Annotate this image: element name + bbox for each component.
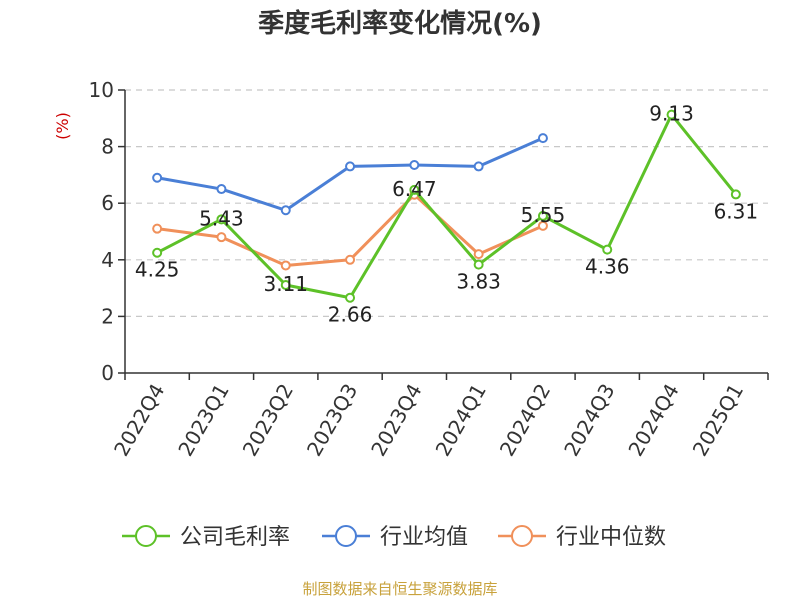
series-line <box>156 113 738 300</box>
legend: 公司毛利率 行业均值 行业中位数 <box>122 525 666 550</box>
x-tick-label: 2024Q3 <box>559 380 619 461</box>
series-point <box>152 247 163 258</box>
series-point <box>602 244 613 255</box>
legend-label: 行业均值 <box>380 525 468 550</box>
series-point <box>537 133 548 144</box>
legend-swatch-marker <box>135 525 157 547</box>
data-label: 9.13 <box>649 102 694 126</box>
data-label: 4.36 <box>585 255 630 279</box>
series-point <box>216 184 227 195</box>
series-point <box>345 254 356 265</box>
series-layer <box>152 109 741 303</box>
data-label: 3.11 <box>263 272 308 296</box>
series-point <box>473 259 484 270</box>
legend-label: 公司毛利率 <box>180 525 290 550</box>
data-labels: 4.25 5.43 3.11 2.66 6.47 3.83 5.55 4.36 9.13 6.31 <box>135 102 758 327</box>
source-note: 制图数据来自恒生聚源数据库 <box>302 580 497 598</box>
series-point <box>345 161 356 172</box>
series-line <box>156 136 544 212</box>
data-label: 4.25 <box>135 258 180 282</box>
series-point <box>409 159 420 170</box>
series-point <box>345 292 356 303</box>
y-tick-label: 6 <box>101 191 114 215</box>
chart-title: 季度毛利率变化情况(%) <box>258 8 542 39</box>
data-label: 5.55 <box>521 203 566 227</box>
x-tick-label: 2024Q4 <box>623 380 683 461</box>
legend-swatch-marker <box>335 525 357 547</box>
series-point <box>216 232 227 243</box>
grid-lines <box>125 89 768 317</box>
data-label: 3.83 <box>456 270 501 294</box>
x-tick-label: 2023Q4 <box>366 380 426 461</box>
legend-swatch-marker <box>511 525 533 547</box>
series-point <box>280 205 291 216</box>
x-tick-label: 2024Q2 <box>495 380 555 461</box>
series-point <box>216 214 227 225</box>
y-tick-label: 10 <box>89 78 114 102</box>
series-point <box>666 109 677 120</box>
y-tick-label: 2 <box>101 304 114 328</box>
series-point <box>473 249 484 260</box>
x-tick-label: 2023Q1 <box>173 380 233 461</box>
series-point <box>409 184 420 195</box>
x-tick-label: 2023Q2 <box>238 380 298 461</box>
series-point <box>730 189 741 200</box>
series-point <box>537 220 548 231</box>
y-axis-unit: (%) <box>53 112 72 140</box>
x-tick-label: 2022Q4 <box>109 380 169 461</box>
data-label: 6.47 <box>392 177 437 201</box>
series-point <box>280 260 291 271</box>
data-label: 2.66 <box>328 303 373 327</box>
legend-label: 行业中位数 <box>556 525 666 550</box>
x-tick-label: 2024Q1 <box>431 380 491 461</box>
series-point <box>152 172 163 183</box>
series-point <box>152 223 163 234</box>
series-point <box>473 161 484 172</box>
x-tick-label: 2023Q3 <box>302 380 362 461</box>
y-tick-label: 8 <box>101 135 114 159</box>
x-tick-label: 2025Q1 <box>688 380 748 461</box>
y-tick-label: 4 <box>101 248 114 272</box>
series-point <box>537 210 548 221</box>
data-label: 6.31 <box>714 199 759 223</box>
y-tick-label: 0 <box>101 361 114 385</box>
data-label: 5.43 <box>199 206 244 230</box>
series-point <box>280 279 291 290</box>
